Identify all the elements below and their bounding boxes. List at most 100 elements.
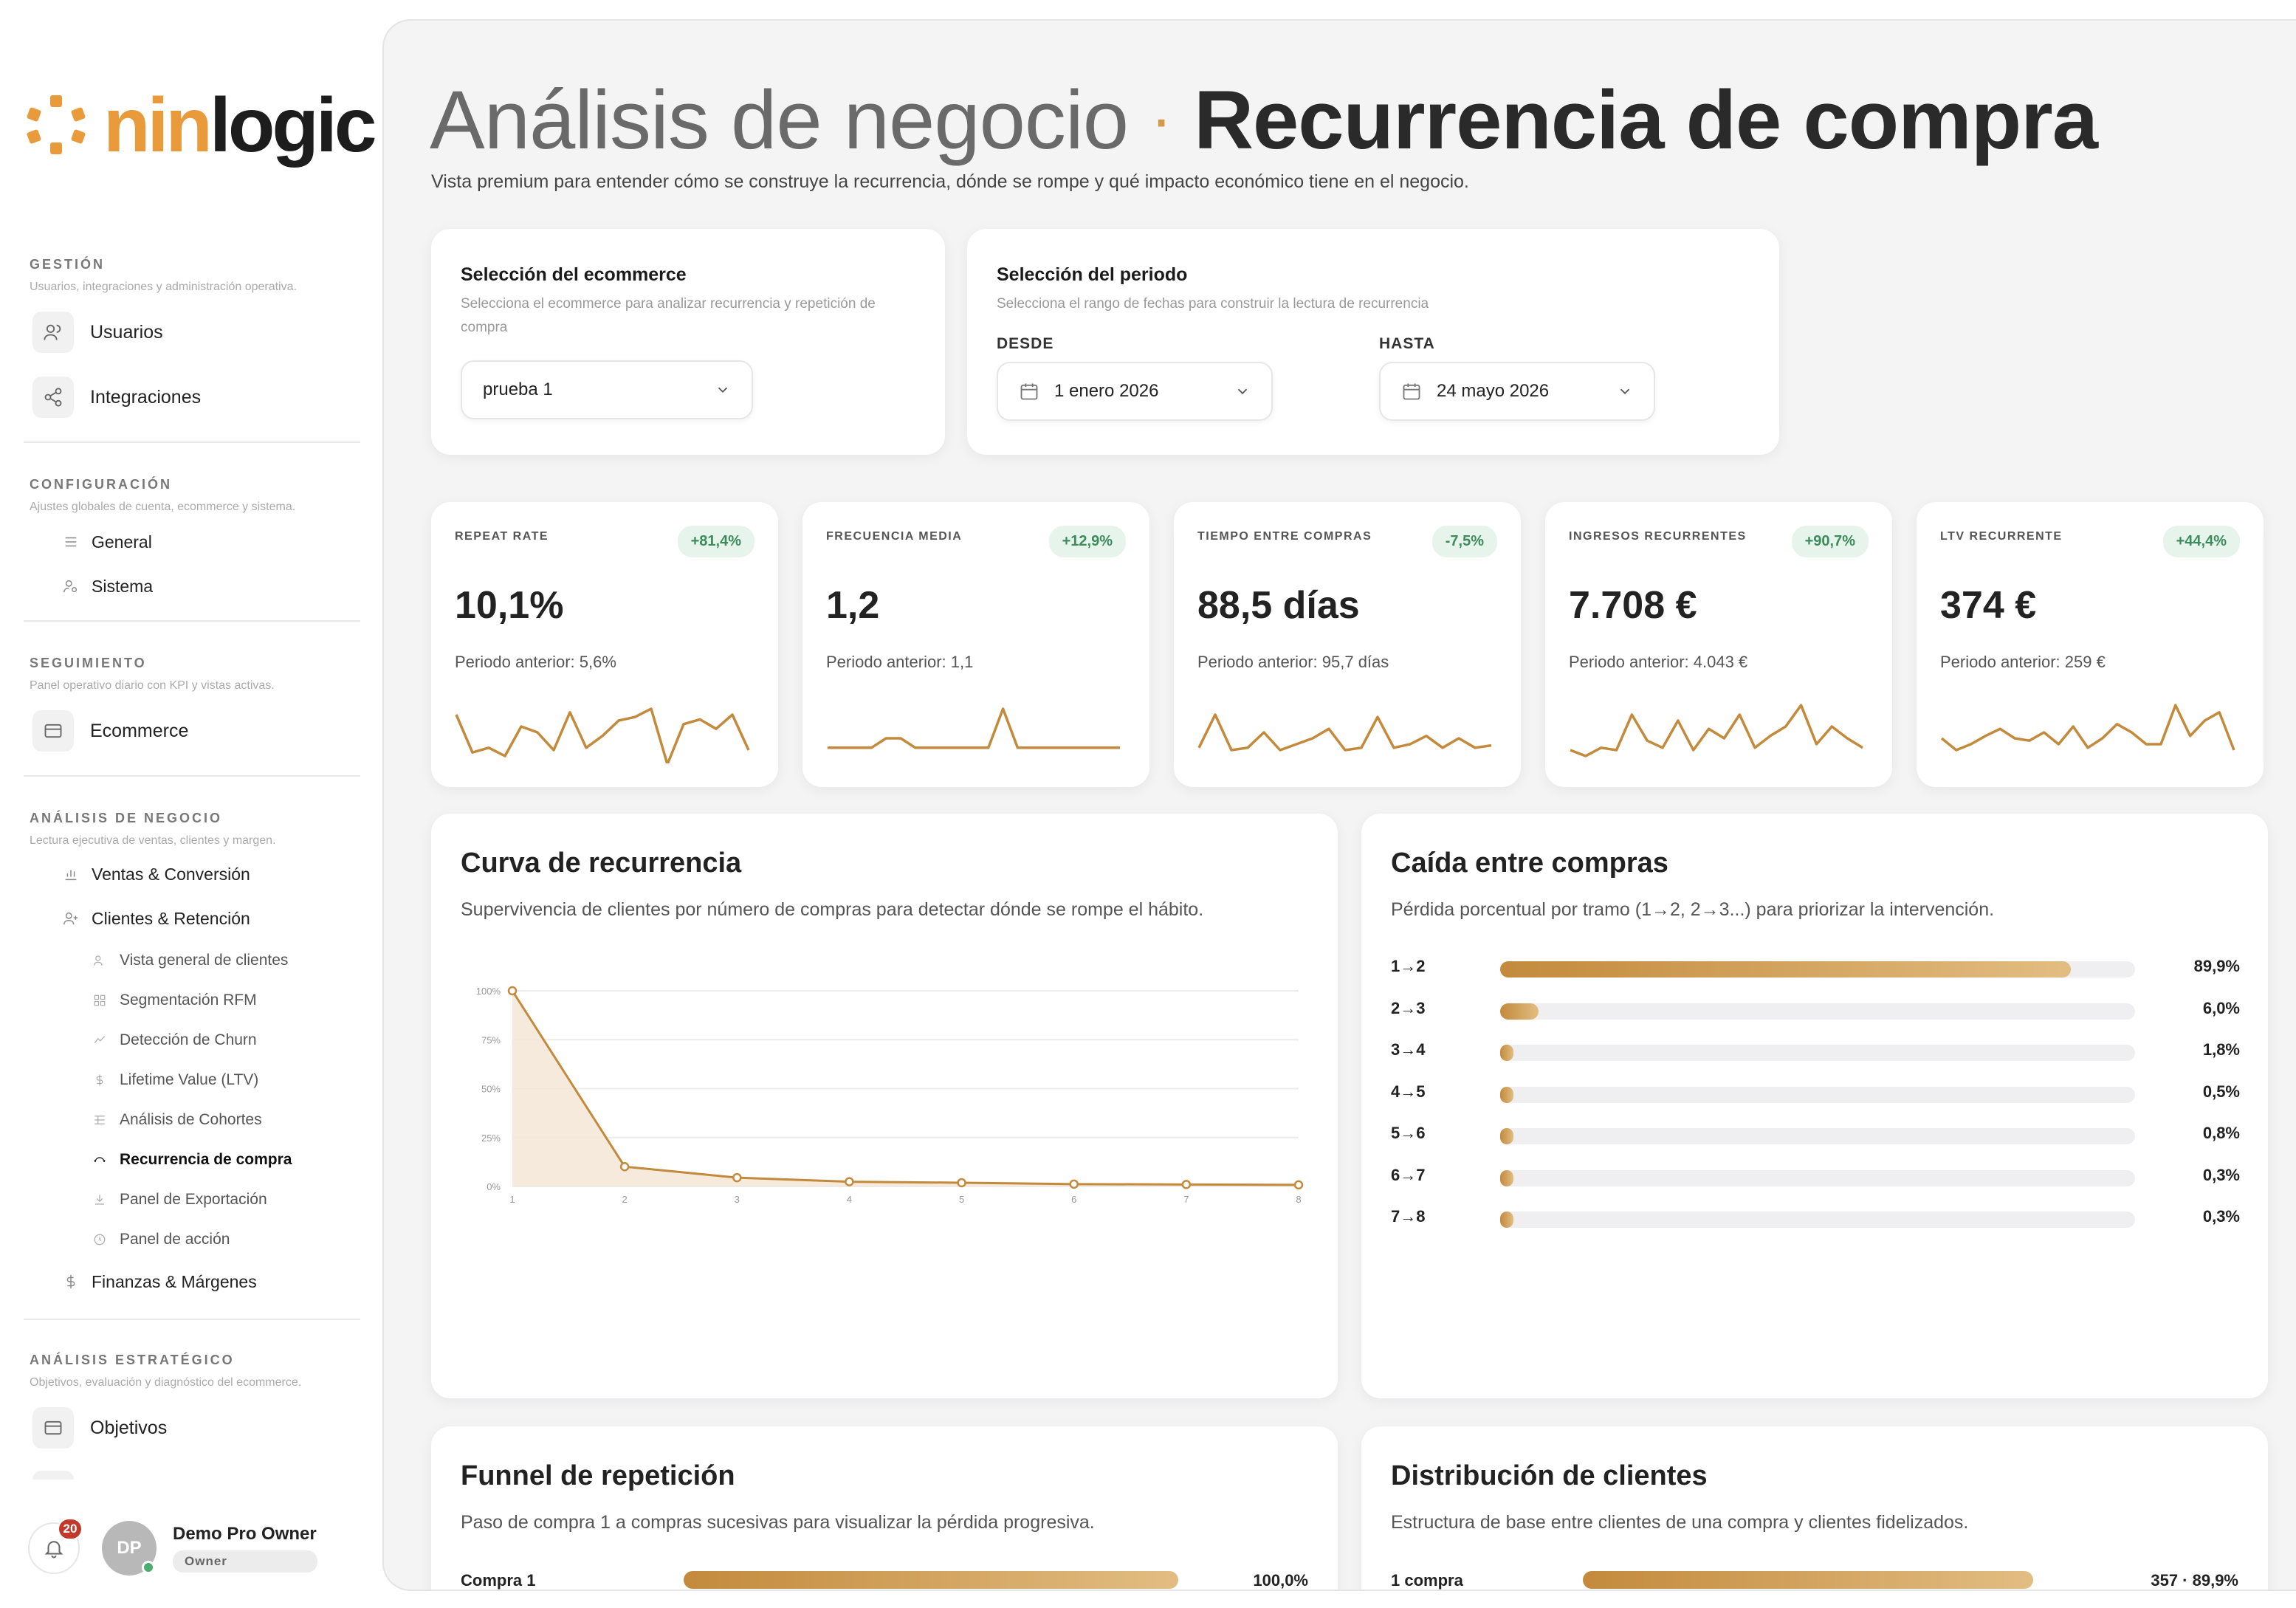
calendar-icon [1019,381,1039,402]
main-content: Análisis de negocio · Recurrencia de compr… [384,21,2296,1590]
kpi-value: 7.708 € [1569,584,1697,627]
panel-title: Curva de recurrencia [461,848,742,879]
panel-title: Caída entre compras [1391,848,1668,879]
period-selection-card: Selección del periodo Selecciona el rang… [967,229,1779,455]
distribution-row-value: 357 · 89,9% [2151,1571,2238,1590]
kpi-previous: Periodo anterior: 5,6% [455,653,616,671]
panel-title: Distribución de clientes [1391,1460,1708,1491]
date-to-select[interactable]: 24 mayo 2026 [1379,362,1655,421]
drop-row: 2→3 6,0% [1391,999,2240,1021]
sidebar-subitem-accion[interactable]: Panel de acción [92,1227,230,1252]
drop-value: 1,8% [2202,1040,2240,1059]
sidebar-item-ventas[interactable]: Ventas & Conversión [61,859,250,889]
sidebar-item-label: General [92,532,152,552]
download-icon [92,1192,108,1208]
avatar[interactable]: DP [102,1521,157,1576]
user-name: Demo Pro Owner [173,1524,317,1544]
kpi-change-badge: +81,4% [677,526,755,557]
sidebar-item-ecommerce[interactable]: Ecommerce [32,709,188,753]
sidebar-item-objetivos[interactable]: Objetivos [32,1406,167,1450]
sidebar-item-label: Integraciones [90,386,202,408]
kpi-card: LTV RECURRENTE +44,4% 374 € Periodo anterio… [1917,502,2264,787]
sidebar-subitem-rfm[interactable]: Segmentación RFM [92,988,257,1013]
drop-bar-fill [1500,961,2072,977]
x-tick-label: 5 [959,1194,964,1205]
sidebar-subitem-label: Panel de Exportación [120,1191,267,1208]
page-subtitle: Vista premium para entender cómo se cons… [431,171,1469,192]
card-title: Selección del ecommerce [461,264,687,285]
divider [24,620,360,622]
sparkline-path [1570,704,1863,757]
drop-bar-track [1500,1045,2135,1061]
drop-value: 0,3% [2202,1165,2240,1184]
recurrence-curve-panel: Curva de recurrencia Supervivencia de cl… [431,814,1338,1398]
sidebar-subitem-cohortes[interactable]: Análisis de Cohortes [92,1107,262,1133]
select-value: 24 mayo 2026 [1437,381,1550,401]
curve-point [1181,1180,1192,1189]
curve-point [732,1172,742,1183]
section-title-gestion: GESTIÓN [30,257,106,272]
notifications-button[interactable]: 20 [28,1518,83,1574]
select-value: prueba 1 [483,379,553,399]
brand-logo[interactable]: ninlogic [24,81,377,170]
kpi-sparkline [1570,704,1863,757]
ecommerce-select[interactable]: prueba 1 [461,360,753,419]
kpi-value: 374 € [1940,584,2037,627]
sidebar-subitem-recurrencia[interactable]: Recurrencia de compra [92,1147,292,1172]
kpi-sparkline [828,707,1120,749]
curve-point [1293,1180,1304,1190]
section-sub-estrategico: Objetivos, evaluación y diagnóstico del … [30,1376,302,1389]
section-title-configuracion: CONFIGURACIÓN [30,477,172,492]
drop-row: 7→8 0,3% [1391,1207,2240,1229]
repetition-funnel-panel: Funnel de repetición Paso de compra 1 a … [431,1426,1338,1590]
kpi-sparkline [1940,704,2235,752]
drop-step-label: 2→3 [1391,998,1426,1017]
date-from-select[interactable]: 1 enero 2026 [997,362,1273,421]
kpi-value: 10,1% [455,584,564,627]
kpi-change-badge: +90,7% [1791,526,1869,557]
table-icon [92,1112,108,1128]
kpi-card: TIEMPO ENTRE COMPRAS -7,5% 88,5 días Period… [1174,502,1521,787]
sidebar-subitem-vista-general[interactable]: Vista general de clientes [92,948,288,973]
drop-value: 0,8% [2202,1124,2240,1142]
drop-step-label: 1→2 [1391,957,1426,975]
user-info[interactable]: Demo Pro Owner Owner [173,1524,317,1573]
online-status-dot [142,1561,155,1574]
chevron-down-icon [1237,388,1248,395]
sidebar-item-integraciones[interactable]: Integraciones [32,375,201,419]
drop-value: 0,3% [2202,1207,2240,1226]
menu-lines-icon [61,532,81,552]
kpi-change-badge: -7,5% [1431,526,1497,557]
grid-icon [92,992,108,1009]
calendar-icon [1401,381,1422,402]
sidebar-item-usuarios[interactable]: Usuarios [32,310,163,354]
sidebar-item-label: Finanzas & Márgenes [92,1271,257,1291]
curve-line [511,990,1299,1186]
sidebar-item-finanzas[interactable]: Finanzas & Márgenes [61,1267,257,1296]
avatar-initials: DP [117,1538,142,1558]
bar-chart-icon [61,864,81,884]
sidebar-subitem-exportacion[interactable]: Panel de Exportación [92,1187,267,1212]
sidebar-item-label: Objetivos [90,1417,168,1438]
x-tick-label: 8 [1296,1194,1301,1205]
sidebar-subitem-ltv[interactable]: Lifetime Value (LTV) [92,1068,258,1093]
curve-point [619,1161,630,1172]
sparkline-path [1197,713,1492,752]
divider [24,1319,360,1320]
sidebar-subitem-label: Vista general de clientes [120,952,289,969]
x-tick-label: 2 [622,1194,628,1205]
sidebar-subitem-churn[interactable]: Detección de Churn [92,1028,257,1053]
drop-bar-fill [1500,1128,1513,1144]
page-title-current: Recurrencia de compra [1194,74,2098,166]
sidebar-item-clientes[interactable]: Clientes & Retención [61,904,250,933]
select-value: 1 enero 2026 [1054,381,1159,401]
curve-point [845,1177,854,1186]
drop-bar-track [1500,1212,2135,1228]
kpi-change-badge: +12,9% [1048,526,1126,557]
kpi-label: FRECUENCIA MEDIA [826,530,963,543]
kpi-label: TIEMPO ENTRE COMPRAS [1197,530,1372,543]
sidebar-item-sistema[interactable]: Sistema [61,571,153,601]
sidebar-subitem-label: Recurrencia de compra [120,1151,292,1168]
sidebar-item-general[interactable]: General [61,527,152,557]
from-label: DESDE [997,335,1054,352]
